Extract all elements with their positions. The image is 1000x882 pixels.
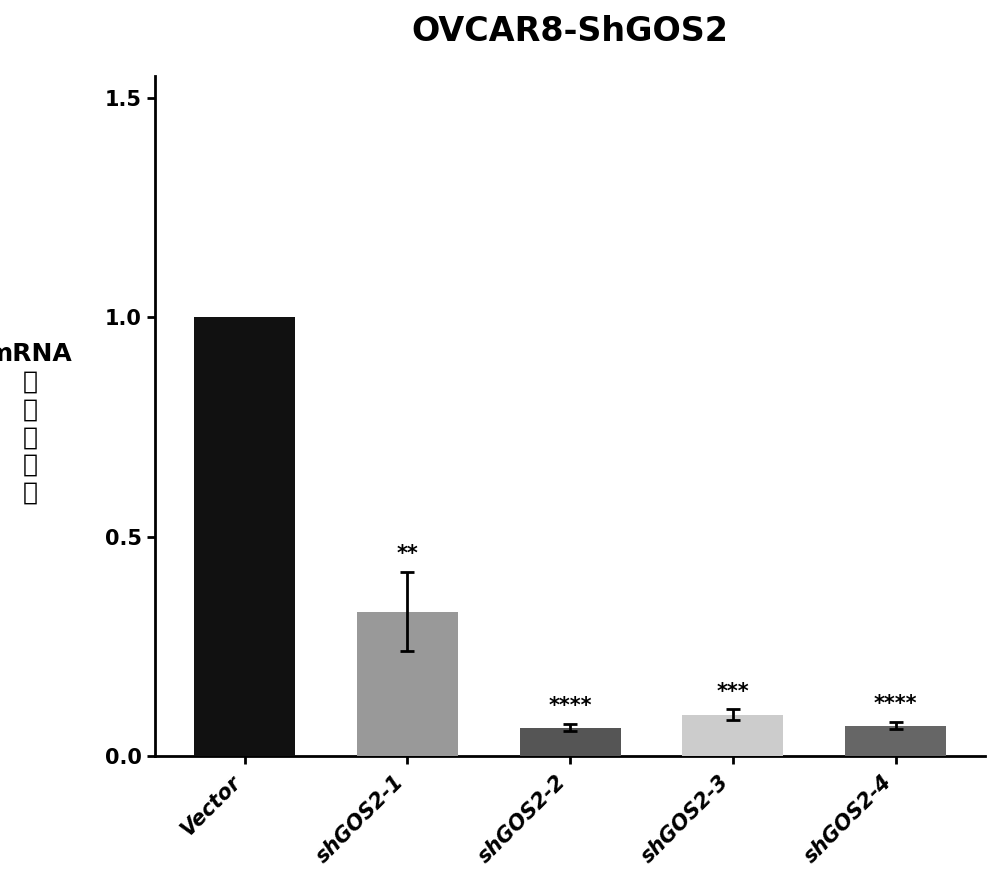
Bar xyxy=(682,714,783,757)
Text: **: ** xyxy=(397,544,418,564)
Title: OVCAR8-ShGOS2: OVCAR8-ShGOS2 xyxy=(412,15,729,48)
Text: ****: **** xyxy=(874,694,917,714)
Bar xyxy=(357,611,458,757)
Bar xyxy=(520,728,621,757)
Bar xyxy=(194,318,295,757)
Bar xyxy=(845,726,946,757)
Text: ****: **** xyxy=(548,697,592,716)
Text: ***: *** xyxy=(716,682,749,701)
Text: mRNA
相
对
表
达
量: mRNA 相 对 表 达 量 xyxy=(0,342,73,505)
